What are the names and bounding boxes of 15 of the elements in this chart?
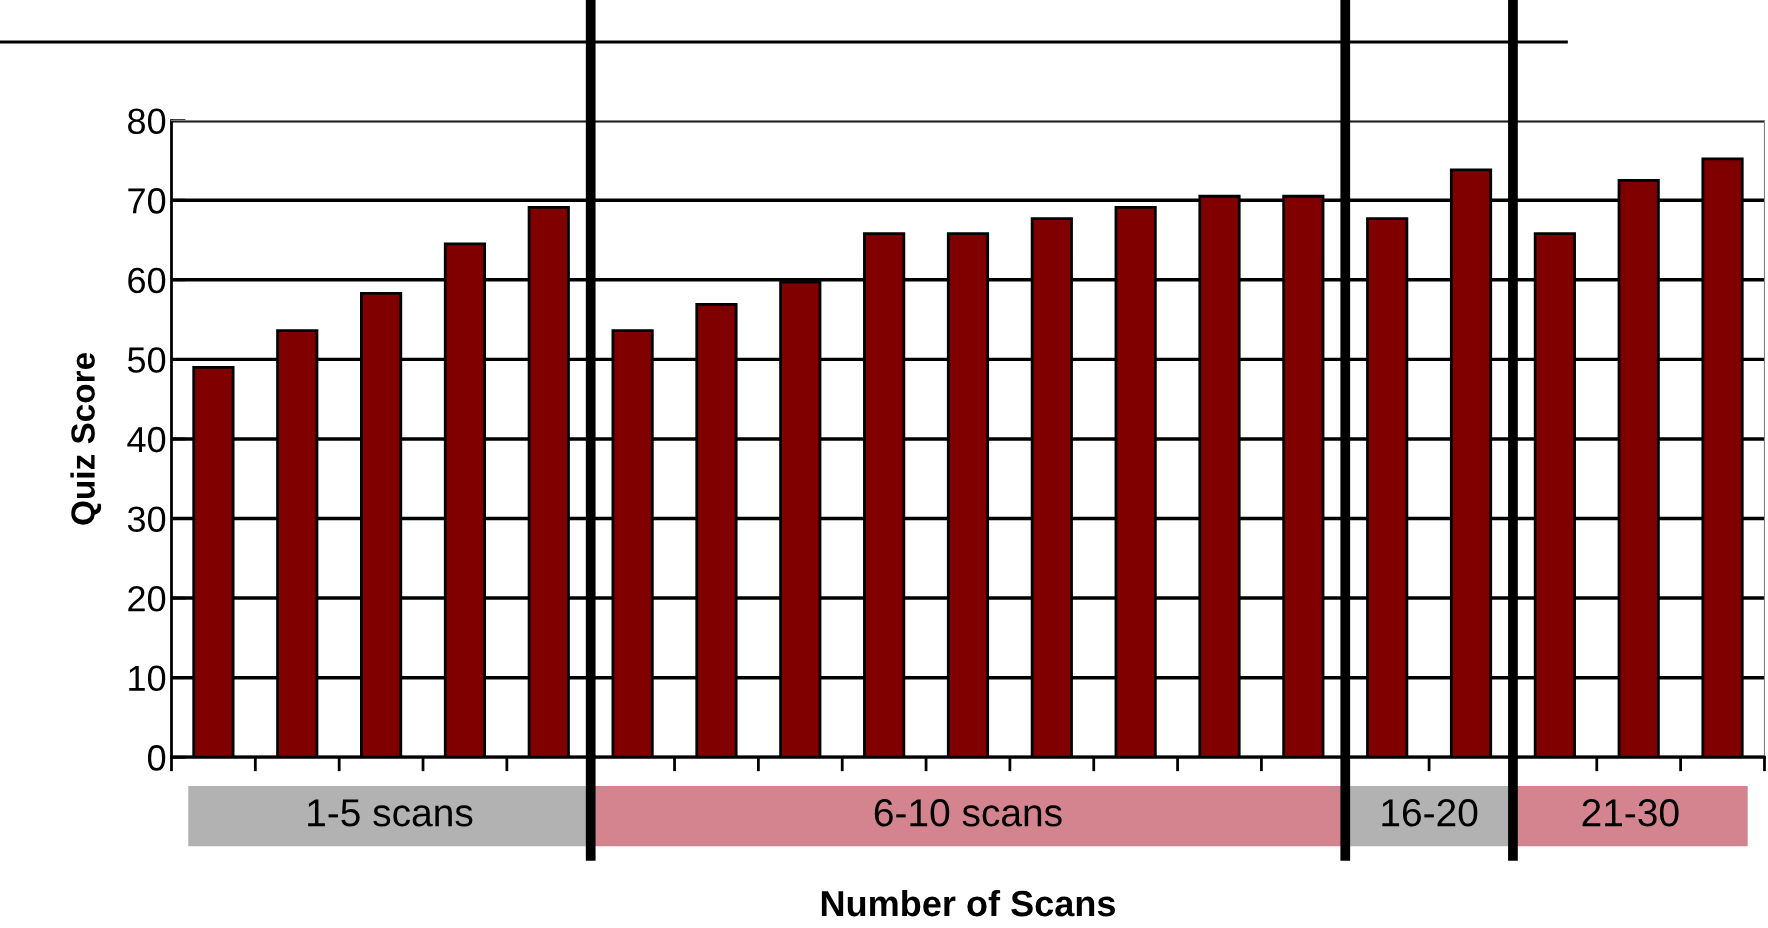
y-tick-label: 0 (147, 745, 166, 771)
y-tick-label: 50 (127, 347, 166, 373)
y-tick-label: 10 (129, 665, 166, 692)
x-axis-title: Number of Scans (821, 889, 1115, 917)
y-tick-label: 40 (127, 426, 166, 453)
y-axis-title: Quiz Score (70, 353, 102, 525)
text: 1-5 scans (308, 799, 473, 827)
text: 21-30 (1582, 799, 1679, 827)
text: 6-10 scans (874, 799, 1062, 827)
y-tick-label: 70 (128, 188, 166, 214)
y-tick-label: 30 (127, 506, 166, 532)
y-tick-label: 80 (128, 108, 166, 135)
y-tick-label: 20 (128, 585, 166, 612)
text: 16-20 (1382, 799, 1478, 827)
y-tick-label: 60 (128, 267, 166, 294)
